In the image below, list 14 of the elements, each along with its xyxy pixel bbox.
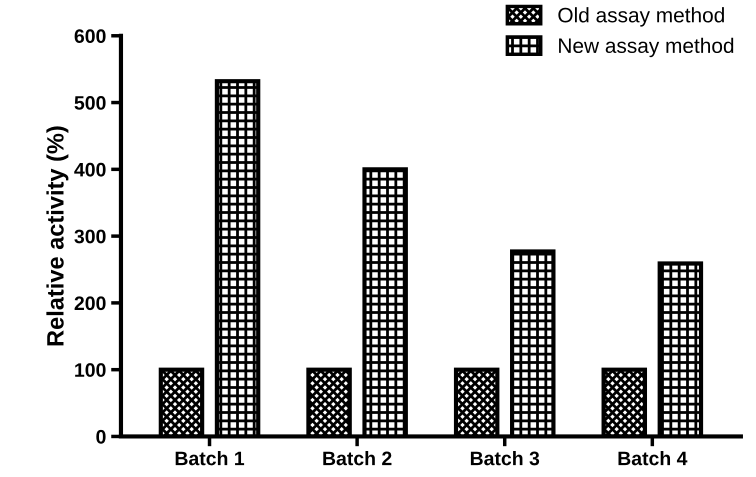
y-tick-label: 300 — [74, 230, 106, 244]
x-tick-label: Batch 2 — [323, 451, 392, 466]
y-tick-label: 600 — [74, 29, 106, 44]
legend-label: Old assay method — [558, 7, 724, 27]
x-tick-label: Batch 1 — [176, 451, 244, 466]
y-tick-label: 100 — [75, 363, 106, 377]
x-tick-label: Batch 3 — [470, 451, 540, 466]
x-tick-label: Batch 4 — [618, 451, 688, 466]
y-tick-label: 0 — [96, 430, 106, 444]
y-tick-label: 200 — [74, 296, 106, 310]
y-tick-label: 400 — [74, 162, 106, 177]
y-tick-label: 500 — [74, 96, 106, 110]
legend-label: New assay method — [559, 38, 734, 58]
y-axis-title: Relative activity (%) — [46, 126, 68, 346]
